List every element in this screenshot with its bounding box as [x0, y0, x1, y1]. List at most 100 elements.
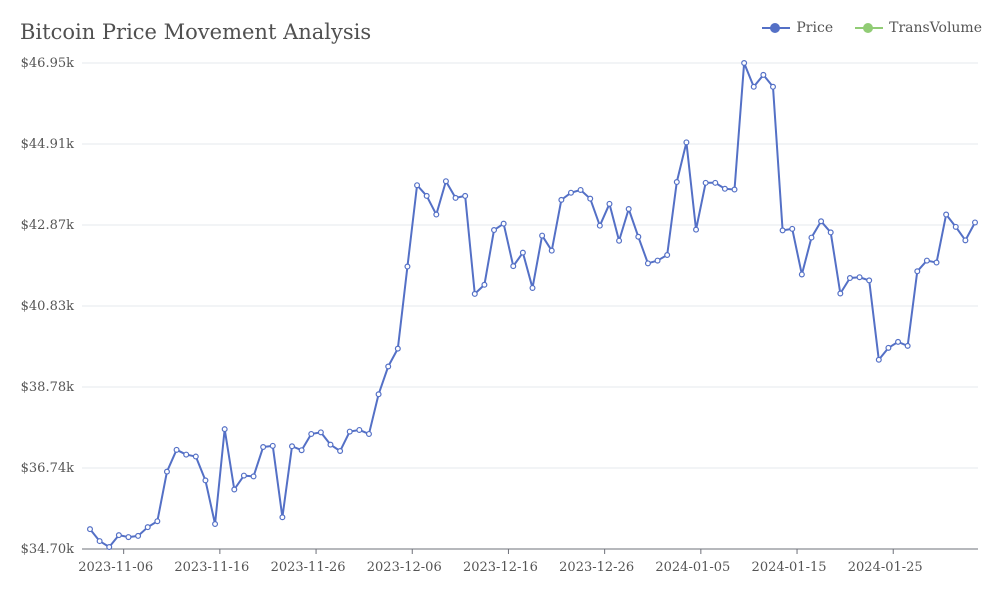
- price-point: [856, 274, 863, 281]
- price-point: [115, 532, 122, 539]
- price-point: [192, 453, 199, 460]
- price-point: [702, 179, 709, 186]
- price-point: [827, 229, 834, 236]
- price-point: [596, 222, 603, 229]
- price-point: [298, 447, 305, 454]
- price-point: [683, 139, 690, 146]
- price-point: [798, 271, 805, 278]
- price-point: [914, 268, 921, 275]
- price-point: [163, 468, 170, 475]
- y-tick-label: $34.70k: [21, 542, 74, 557]
- price-point: [837, 290, 844, 297]
- price-point: [635, 233, 642, 240]
- chart-title: Bitcoin Price Movement Analysis: [20, 20, 372, 44]
- legend-item-transvolume[interactable]: TransVolume: [855, 20, 982, 36]
- x-tick-label: 2023-11-16: [174, 560, 249, 575]
- price-point: [260, 444, 267, 451]
- price-point: [317, 429, 324, 436]
- price-point: [221, 426, 228, 433]
- legend: Price TransVolume: [762, 20, 982, 36]
- price-point: [529, 284, 536, 291]
- price-point: [673, 179, 680, 186]
- price-point: [240, 472, 247, 479]
- price-point: [471, 290, 478, 297]
- price-series-line: [89, 62, 976, 549]
- price-point: [625, 205, 632, 212]
- y-tick-label: $46.95k: [21, 56, 74, 71]
- x-tick-label: 2024-01-15: [752, 560, 827, 575]
- price-point: [183, 451, 190, 458]
- x-tick-label: 2023-12-06: [367, 560, 442, 575]
- y-tick-label: $38.78k: [21, 380, 74, 395]
- price-point: [741, 59, 748, 66]
- price-point: [654, 257, 661, 264]
- price-point: [664, 252, 671, 259]
- x-tick-label: 2024-01-05: [655, 560, 730, 575]
- price-point: [462, 192, 469, 199]
- price-point: [866, 277, 873, 284]
- price-point: [442, 178, 449, 185]
- price-point: [587, 195, 594, 202]
- price-point: [606, 200, 613, 207]
- price-point: [125, 534, 132, 541]
- price-point: [808, 234, 815, 241]
- price-point: [289, 443, 296, 450]
- x-tick-label: 2023-12-16: [463, 560, 538, 575]
- price-point: [86, 526, 93, 533]
- price-point: [731, 186, 738, 193]
- price-point: [491, 227, 498, 234]
- price-point: [539, 232, 546, 239]
- price-point: [308, 430, 315, 437]
- price-point: [385, 363, 392, 370]
- legend-item-price[interactable]: Price: [762, 20, 833, 36]
- price-point: [269, 442, 276, 449]
- legend-price-label: Price: [796, 20, 834, 36]
- price-point: [567, 189, 574, 196]
- price-point: [904, 342, 911, 349]
- price-point: [337, 448, 344, 455]
- price-point: [644, 260, 651, 267]
- price-point: [106, 544, 113, 551]
- price-point: [212, 521, 219, 528]
- price-point: [548, 247, 555, 254]
- price-point: [760, 71, 767, 78]
- price-point: [346, 428, 353, 435]
- price-point: [96, 538, 103, 545]
- price-point: [885, 344, 892, 351]
- price-point: [394, 345, 401, 352]
- price-point: [202, 477, 209, 484]
- price-point: [375, 391, 382, 398]
- legend-transvolume-dot: [863, 23, 874, 33]
- price-point: [365, 430, 372, 437]
- price-point: [519, 249, 526, 256]
- price-point: [500, 220, 507, 227]
- price-point: [846, 275, 853, 282]
- price-point: [135, 532, 142, 539]
- price-point: [144, 524, 151, 531]
- price-point: [577, 186, 584, 193]
- price-point: [971, 219, 978, 226]
- price-point: [818, 218, 825, 225]
- price-point: [423, 192, 430, 199]
- price-point: [433, 211, 440, 218]
- price-point: [452, 194, 459, 201]
- price-point: [616, 237, 623, 244]
- price-point: [154, 518, 161, 525]
- price-point: [895, 338, 902, 345]
- x-tick-label: 2023-11-06: [78, 560, 153, 575]
- price-point: [712, 179, 719, 186]
- price-point: [404, 263, 411, 270]
- price-point: [481, 281, 488, 288]
- price-point: [279, 514, 286, 521]
- price-point: [693, 226, 700, 233]
- y-tick-label: $42.87k: [21, 218, 74, 233]
- price-point: [231, 486, 238, 493]
- x-tick-label: 2023-12-26: [559, 560, 634, 575]
- price-point: [789, 225, 796, 232]
- price-point: [414, 182, 421, 189]
- y-tick-label: $36.74k: [21, 461, 74, 476]
- price-point: [943, 211, 950, 218]
- price-point: [769, 83, 776, 90]
- price-point: [356, 426, 363, 433]
- price-point: [750, 83, 757, 90]
